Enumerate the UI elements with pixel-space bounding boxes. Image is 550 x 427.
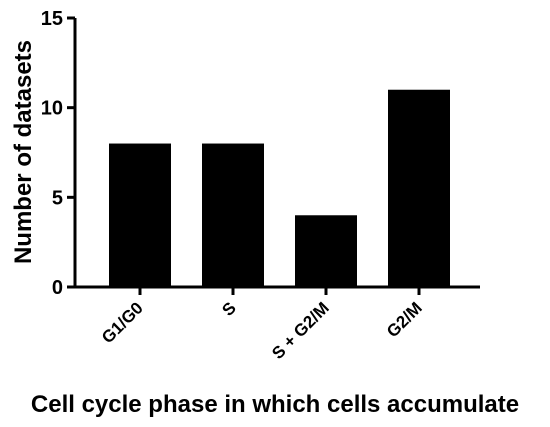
y-axis: 0 5 10 15 — [41, 8, 77, 299]
y-tick-label: 15 — [41, 8, 63, 30]
y-tick-label: 10 — [41, 98, 63, 120]
bar-g2-m — [388, 89, 450, 287]
x-axis: G1/G0 S S + G2/M G2/M — [73, 285, 480, 363]
bar-s — [202, 143, 264, 287]
bars — [109, 89, 450, 287]
x-tick-label: G1/G0 — [98, 298, 147, 347]
bar-s-g2-m — [295, 215, 357, 287]
y-tick-label: 0 — [52, 277, 63, 299]
y-axis-title: Number of datasets — [10, 40, 37, 264]
x-tick-label: S + G2/M — [268, 298, 333, 363]
x-tick-label: G2/M — [383, 298, 426, 341]
y-tick-label: 5 — [52, 187, 63, 209]
x-tick-label: S — [218, 298, 239, 319]
bar-g1-g0 — [109, 143, 171, 287]
x-axis-title: Cell cycle phase in which cells accumula… — [31, 391, 519, 418]
